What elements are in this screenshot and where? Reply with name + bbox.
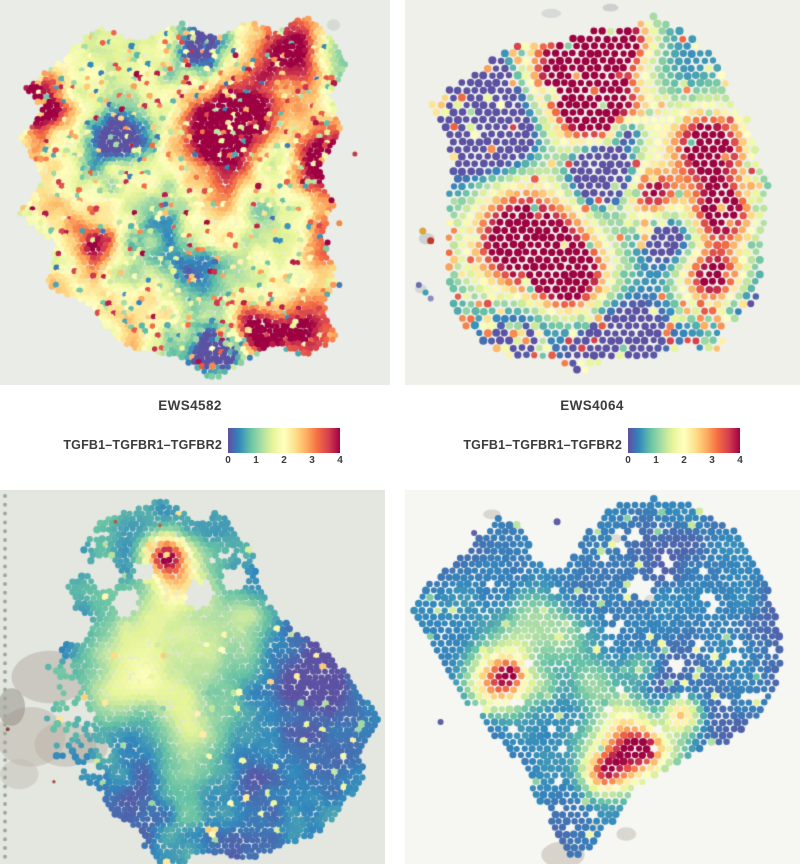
- panel-ews4064-top: [405, 0, 800, 385]
- spatial-plot-ews4064-bottom: [405, 490, 800, 864]
- tick-label: 1: [653, 455, 659, 466]
- colorbar-ticks-left: 0 1 2 3 4: [225, 455, 343, 467]
- colorbar-left: [228, 428, 340, 453]
- colorbar-ticks-right: 0 1 2 3 4: [625, 455, 743, 467]
- panel-ews4582-bottom: [0, 490, 385, 864]
- tick-label: 2: [281, 455, 287, 466]
- panel-ews4064-bottom: [405, 490, 800, 864]
- panel-ews4582-top: [0, 0, 390, 385]
- tick-label: 0: [225, 455, 231, 466]
- tick-label: 0: [625, 455, 631, 466]
- tick-label: 3: [309, 455, 315, 466]
- sample-title-ews4582: EWS4582: [158, 398, 222, 413]
- tick-label: 4: [737, 455, 743, 466]
- tick-label: 4: [337, 455, 343, 466]
- spatial-plot-ews4582-bottom: [0, 490, 385, 864]
- tick-label: 3: [709, 455, 715, 466]
- colorbar-right: [628, 428, 740, 453]
- legend-label-right: TGFB1–TGFBR1–TGFBR2: [463, 438, 622, 452]
- legend-label-left: TGFB1–TGFBR1–TGFBR2: [63, 438, 222, 452]
- tick-label: 2: [681, 455, 687, 466]
- tick-label: 1: [253, 455, 259, 466]
- spatial-plot-ews4064-top: [405, 0, 800, 385]
- sample-title-ews4064: EWS4064: [560, 398, 624, 413]
- spatial-plot-ews4582-top: [0, 0, 390, 385]
